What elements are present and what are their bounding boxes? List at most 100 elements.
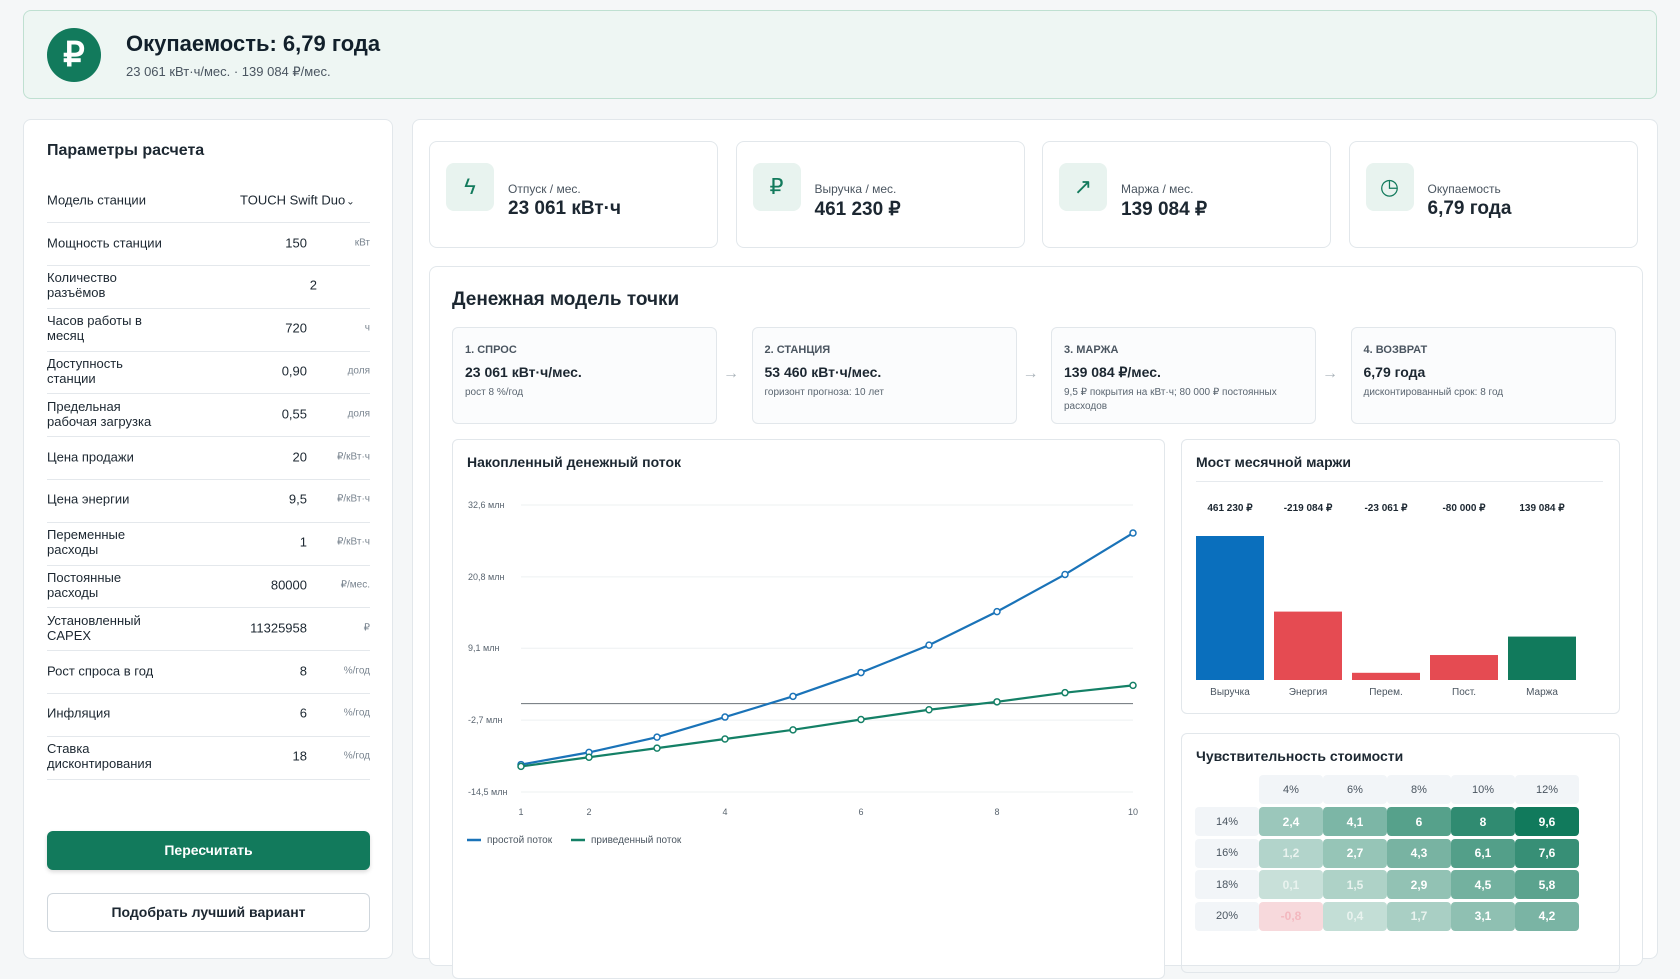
param-row: Переменные расходы 1 ₽/кВт·ч xyxy=(47,520,370,566)
param-unit: ч xyxy=(364,322,370,334)
data-point xyxy=(789,726,797,734)
recalc-button[interactable]: Пересчитать xyxy=(47,831,370,870)
param-label: Часов работы в месяц xyxy=(47,313,142,344)
param-unit: ₽/кВт·ч xyxy=(337,536,370,548)
params-panel: Параметры расчета Модель станции TOUCH S… xyxy=(23,119,393,959)
param-input[interactable]: 2 xyxy=(309,277,317,293)
param-label: Предельная рабочая загрузка xyxy=(47,398,152,429)
param-label: Цена продажи xyxy=(47,449,134,464)
param-label: Ставка дисконтирования xyxy=(47,741,152,772)
x-tick-label: 10 xyxy=(1128,807,1138,817)
heatmap-cell: 1,2 xyxy=(1259,838,1323,868)
bar xyxy=(1352,672,1420,680)
summary-header: ₽ Окупаемость: 6,79 года 23 061 кВт·ч/ме… xyxy=(23,10,1657,99)
param-input[interactable]: 18 xyxy=(292,748,307,764)
bar-category-label: Энергия xyxy=(1289,687,1327,698)
x-tick-label: 2 xyxy=(586,807,591,817)
best-variant-button[interactable]: Подобрать лучший вариант xyxy=(47,893,370,932)
col-header: 10% xyxy=(1451,775,1515,804)
series-line xyxy=(520,532,1134,766)
param-input[interactable]: 80000 xyxy=(270,577,307,593)
bar-category-label: Выручка xyxy=(1210,687,1250,698)
heatmap-cell: 7,6 xyxy=(1515,838,1579,868)
col-header: 4% xyxy=(1259,775,1323,804)
cash-model-card: Денежная модель точки 1. СПРОС 23 061 кВт… xyxy=(429,266,1643,979)
param-unit: ₽/кВт·ч xyxy=(337,451,370,462)
heatmap-cell: 2,9 xyxy=(1387,870,1451,899)
step-title: 3. МАРЖА xyxy=(1064,344,1119,356)
param-unit: %/год xyxy=(343,750,370,762)
data-point xyxy=(721,713,729,721)
data-point xyxy=(1061,688,1069,697)
param-label: Доступность станции xyxy=(47,355,123,386)
data-point xyxy=(857,668,865,677)
clock-icon: ◷ xyxy=(1365,163,1414,211)
y-tick-label: -14,5 млн xyxy=(468,787,507,797)
col-header: 8% xyxy=(1387,775,1451,804)
heatmap-cell: 6,1 xyxy=(1451,838,1515,868)
bar xyxy=(1508,636,1576,680)
param-input[interactable]: 0,55 xyxy=(281,406,307,422)
main-panel: ϟ Отпуск / мес. 23 061 кВт·ч ₽ Выручка / мес… xyxy=(412,119,1658,979)
bar-value-label: 139 084 ₽ xyxy=(1519,503,1565,514)
heatmap-cell: 1,7 xyxy=(1387,901,1451,931)
model-step: 3. МАРЖА 139 084 ₽/мес. 9,5 ₽ покрытия на … xyxy=(1051,327,1316,424)
bar-value-label: -23 061 ₽ xyxy=(1364,503,1408,514)
step-note: 9,5 ₽ покрытия на кВт·ч; 80 000 ₽ постоя… xyxy=(1064,387,1277,412)
trend-up-icon: ↗ xyxy=(1059,163,1107,211)
lightning-icon: ϟ xyxy=(446,163,494,211)
bar xyxy=(1196,536,1264,680)
heatmap-cell: 2,4 xyxy=(1259,807,1323,836)
row-header: 18% xyxy=(1195,870,1259,899)
page-title: Окупаемость: 6,79 года xyxy=(126,31,381,56)
step-value: 139 084 ₽/мес. xyxy=(1064,364,1161,380)
heatmap-cell: 6 xyxy=(1387,807,1451,836)
param-input[interactable]: 20 xyxy=(292,449,307,464)
bar-category-label: Маржа xyxy=(1526,687,1558,698)
kpi-label: Окупаемость xyxy=(1427,182,1501,196)
kpi-label: Маржа / мес. xyxy=(1121,182,1194,196)
data-point xyxy=(585,753,593,762)
param-label: Рост спроса в год xyxy=(47,663,154,678)
chart-title: Мост месячной маржи xyxy=(1196,454,1351,470)
margin-bridge-chart: Мост месячной маржи 461 230 ₽ Выручка -219… xyxy=(1181,439,1620,714)
param-input[interactable]: 6 xyxy=(299,705,307,721)
kpi-card: ϟ Отпуск / мес. 23 061 кВт·ч xyxy=(429,141,718,248)
param-input[interactable]: 1 xyxy=(299,534,307,550)
row-header: 16% xyxy=(1195,838,1259,868)
param-row: Цена продажи 20 ₽/кВт·ч xyxy=(47,434,370,480)
step-value: 23 061 кВт·ч/мес. xyxy=(465,364,582,380)
param-unit: %/год xyxy=(343,665,370,676)
param-input[interactable]: 150 xyxy=(285,235,307,250)
step-note: дисконтированный срок: 8 год xyxy=(1363,387,1504,398)
model-title: Денежная модель точки xyxy=(452,289,680,310)
data-point xyxy=(789,692,797,701)
series-line xyxy=(520,684,1134,768)
param-input[interactable]: 11325958 xyxy=(250,620,307,636)
data-point xyxy=(721,735,729,743)
station-model-select[interactable]: TOUCH Swift Duo⌄ xyxy=(240,192,355,207)
chart-title: Накопленный денежный поток xyxy=(467,454,682,470)
bar-category-label: Пост. xyxy=(1452,687,1476,698)
x-tick-label: 1 xyxy=(518,807,523,817)
data-point xyxy=(925,641,933,649)
page-subtitle: 23 061 кВт·ч/мес. · 139 084 ₽/мес. xyxy=(126,64,331,79)
param-row: Цена энергии 9,5 ₽/кВт·ч xyxy=(47,477,370,523)
step-value: 6,79 года xyxy=(1363,364,1426,380)
param-input[interactable]: 8 xyxy=(299,663,307,678)
param-row: Предельная рабочая загрузка 0,55 доля xyxy=(47,391,370,438)
param-row: Инфляция 6 %/год xyxy=(47,691,370,737)
param-label: Мощность станции xyxy=(47,235,162,250)
param-row: Мощность станции 150 кВт xyxy=(47,220,370,266)
col-header: 12% xyxy=(1515,775,1579,804)
heatmap-cell: 3,1 xyxy=(1451,901,1515,931)
kpi-card: ↗ Маржа / мес. 139 084 ₽ xyxy=(1042,141,1331,248)
data-point xyxy=(925,705,933,714)
param-unit: %/год xyxy=(343,707,370,719)
param-unit: доля xyxy=(347,365,370,377)
y-tick-label: 20,8 млн xyxy=(468,572,504,582)
param-input[interactable]: 9,5 xyxy=(288,491,307,507)
ruble-icon: ₽ xyxy=(47,28,101,82)
param-input[interactable]: 720 xyxy=(285,320,307,336)
param-input[interactable]: 0,90 xyxy=(281,363,307,379)
